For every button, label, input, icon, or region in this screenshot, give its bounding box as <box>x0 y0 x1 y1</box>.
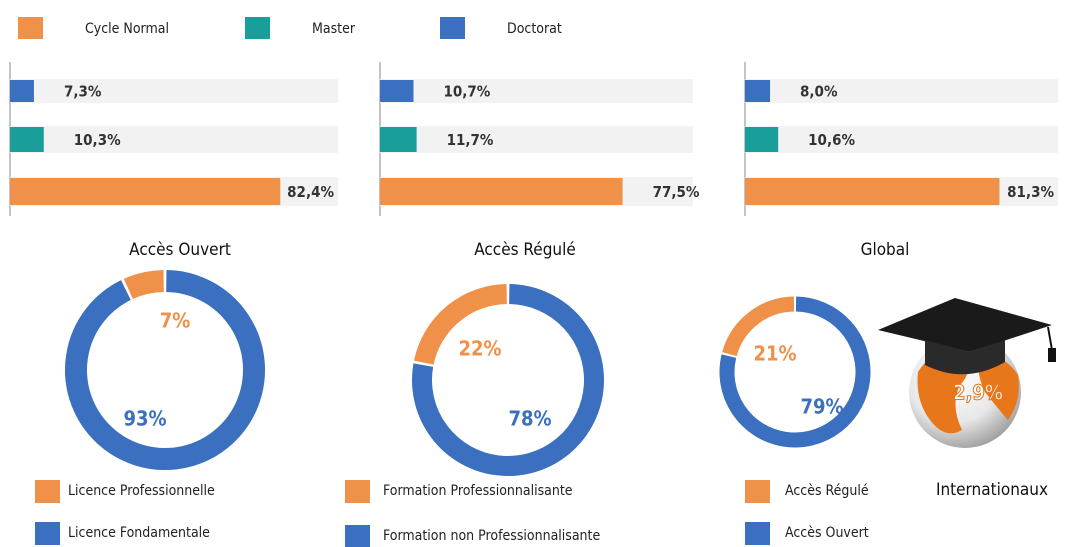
legend-swatch <box>745 522 770 545</box>
data-label: 82,4% <box>287 183 334 201</box>
legend-swatch <box>245 17 270 39</box>
legend-label: Licence Fondamentale <box>68 525 210 541</box>
legend-swatch <box>35 480 60 503</box>
donut-segment <box>412 284 604 476</box>
legend-swatch <box>18 17 43 39</box>
data-label: 10,7% <box>443 83 490 101</box>
stat-value: 2,9% <box>953 381 1003 405</box>
donut-segment <box>413 284 508 365</box>
globe-icon <box>878 298 1056 448</box>
legend-swatch <box>745 480 770 503</box>
bar <box>745 80 771 102</box>
data-label: 81,3% <box>1007 183 1054 201</box>
bar-track <box>380 79 693 103</box>
donut-segment <box>722 296 795 357</box>
bar-track <box>380 126 693 153</box>
data-label: 77,5% <box>653 183 700 201</box>
data-label: 21% <box>753 342 796 366</box>
data-label: 10,3% <box>74 131 121 149</box>
legend-swatch <box>345 480 370 503</box>
legend-swatch <box>440 17 465 39</box>
data-label: 79% <box>800 395 843 419</box>
bar <box>380 80 414 102</box>
bar <box>380 178 623 205</box>
legend-label: Doctorat <box>507 21 562 37</box>
data-label: 10,6% <box>808 131 855 149</box>
chart-title: Global <box>861 240 910 260</box>
legend-label: Accès Ouvert <box>785 525 869 541</box>
legend-label: Cycle Normal <box>85 21 169 37</box>
bar-track <box>745 79 1058 103</box>
legend-swatch <box>35 522 60 545</box>
data-label: 78% <box>508 407 551 431</box>
legend-label: Formation Professionnalisante <box>383 483 573 499</box>
data-label: 11,7% <box>447 131 494 149</box>
data-label: 93% <box>123 407 166 431</box>
bar-track <box>10 79 338 103</box>
data-label: 22% <box>458 337 501 361</box>
bar <box>10 127 44 152</box>
bar <box>10 178 281 205</box>
bar <box>745 127 779 152</box>
bar-track <box>745 126 1058 153</box>
data-label: 8,0% <box>800 83 838 101</box>
legend-label: Licence Professionnelle <box>68 483 215 499</box>
legend-label: Master <box>312 21 356 37</box>
donut-segment <box>719 296 871 448</box>
donut-segment <box>65 270 265 470</box>
legend-swatch <box>345 525 370 547</box>
bar <box>10 80 34 102</box>
chart-title: Accès Ouvert <box>129 240 231 260</box>
chart-title: Accès Régulé <box>474 240 576 260</box>
bar-track <box>10 126 338 153</box>
legend-label: Accès Régulé <box>785 483 869 499</box>
data-label: 7% <box>160 309 191 333</box>
stat-title: Internationaux <box>936 480 1048 500</box>
data-label: 7,3% <box>64 83 102 101</box>
bar <box>380 127 417 152</box>
bar <box>745 178 1000 205</box>
legend-label: Formation non Professionnalisante <box>383 528 600 544</box>
donut-segment <box>123 270 165 300</box>
